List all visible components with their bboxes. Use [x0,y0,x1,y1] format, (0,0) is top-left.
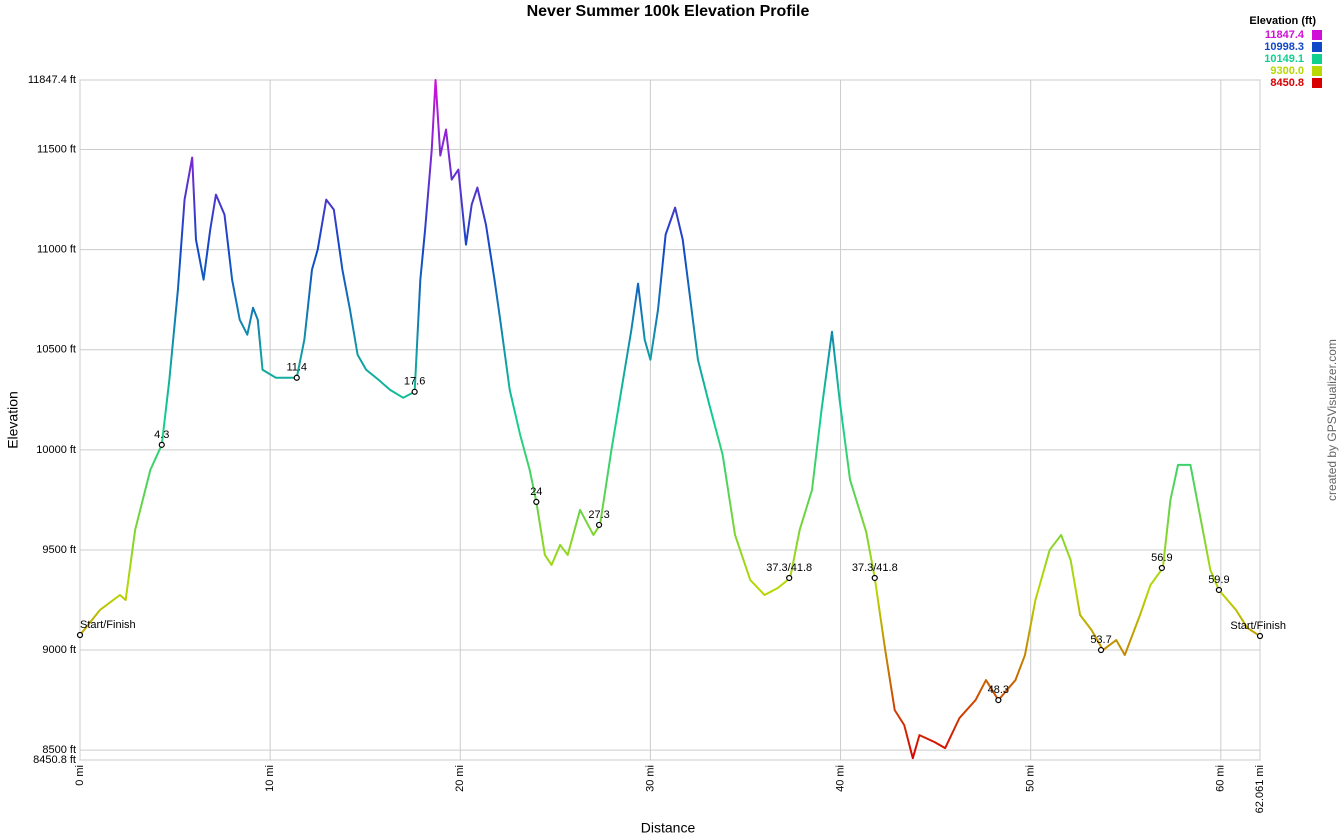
y-tick-label: 9500 ft [42,544,76,556]
waypoint-label: 11.4 [286,362,307,374]
x-tick-label: 10 mi [264,765,276,792]
waypoint-marker [786,574,793,582]
waypoint-label: 37.3/41.8 [766,562,812,574]
waypoint-label: Start/Finish [1230,620,1286,632]
waypoint-marker [411,388,418,395]
credit: created by GPSVisualizer.com [1325,339,1339,501]
legend-label: 11847.4 [1265,29,1305,41]
y-tick-label: 11000 ft [37,244,76,256]
x-tick-label: 20 mi [454,765,466,792]
legend-title: Elevation (ft) [1249,15,1316,27]
legend-swatch [1312,78,1322,88]
y-tick-label: 8450.8 ft [33,754,76,766]
legend-label: 10998.3 [1264,41,1304,53]
y-axis-label: Elevation [5,391,21,449]
y-tick-label: 10500 ft [36,344,76,356]
x-axis-label: Distance [641,820,696,836]
waypoint-marker [595,521,603,529]
y-tick-label: 10000 ft [36,444,76,456]
waypoint-label: Start/Finish [80,619,136,631]
legend-swatch [1312,66,1322,76]
legend-label: 10149.1 [1264,53,1304,65]
waypoint-marker [533,498,540,506]
legend-label: 8450.8 [1270,77,1304,89]
waypoint-label: 4.3 [154,429,169,441]
chart-title: Never Summer 100k Elevation Profile [527,3,810,20]
y-tick-label: 11847.4 ft [28,74,76,86]
y-tick-label: 11500 ft [37,143,76,155]
waypoint-marker [1158,564,1165,572]
waypoint-label: 59.9 [1208,574,1229,586]
legend-label: 9300.0 [1270,65,1304,77]
x-tick-label: 50 mi [1025,765,1037,792]
y-tick-label: 8500 ft [42,744,76,756]
waypoint-marker [1215,586,1223,594]
waypoint-marker [995,697,1002,704]
waypoint-label: 24 [530,486,542,498]
waypoint-label: 48.3 [988,684,1009,696]
waypoint-label: 37.3/41.8 [852,562,898,574]
plot-frame [79,79,1261,761]
waypoint-marker [76,631,84,639]
elevation-line [79,79,1261,760]
y-tick-label: 9000 ft [42,644,76,656]
x-tick-label: 62.061 mi [1254,765,1266,813]
x-tick-label: 60 mi [1215,765,1227,792]
x-tick-label: 0 mi [74,765,86,786]
waypoint-marker [293,374,300,381]
waypoint-marker [158,441,165,448]
waypoint-label: 56.9 [1151,552,1172,564]
legend-swatch [1312,30,1322,40]
waypoint-label: 27.3 [588,509,609,521]
legend-swatch [1312,42,1322,52]
legend-swatch [1312,54,1322,64]
waypoint-marker [1097,646,1105,654]
waypoint-marker [1256,632,1264,640]
waypoint-marker [871,574,878,582]
x-tick-label: 30 mi [644,765,656,792]
waypoint-label: 53.7 [1090,634,1111,646]
x-tick-label: 40 mi [834,765,846,792]
waypoint-label: 17.6 [404,376,425,388]
